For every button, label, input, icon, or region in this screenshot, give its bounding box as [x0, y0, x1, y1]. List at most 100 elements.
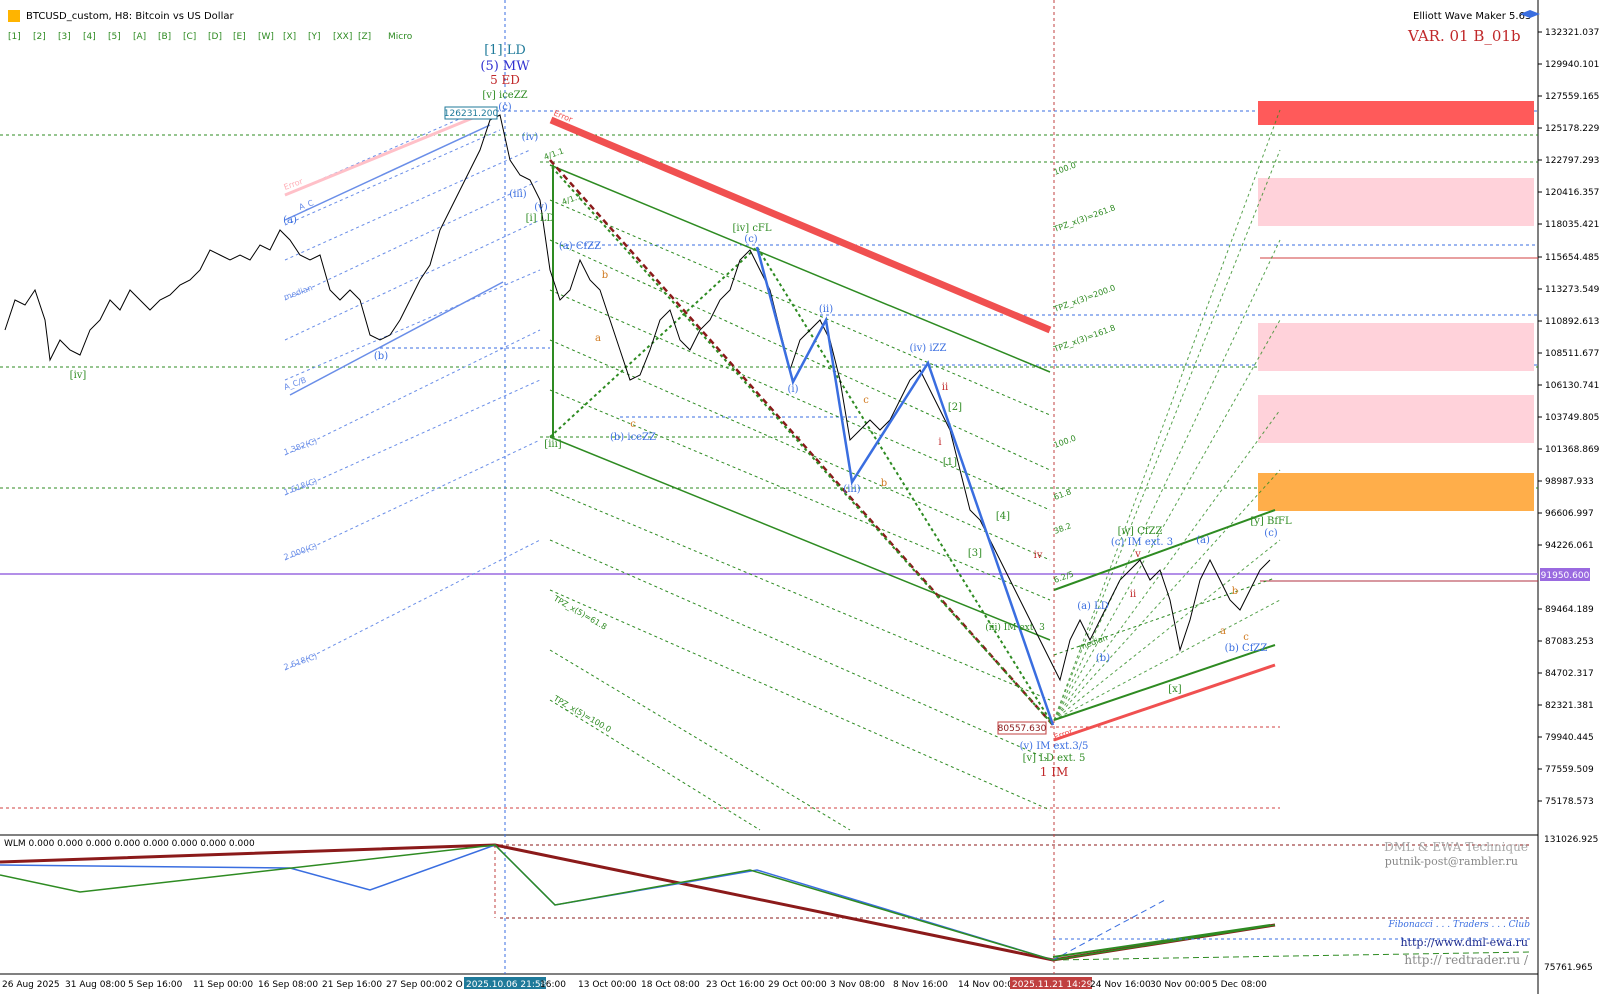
time-tick-label: 24 Nov 16:00: [1090, 980, 1151, 990]
price-tick-label: 125178.229: [1545, 124, 1600, 134]
degree-button[interactable]: [A]: [133, 32, 146, 42]
brand-club: Fibonacci . . . Traders . . . Club: [1388, 920, 1531, 930]
degree-button[interactable]: [X]: [283, 32, 296, 42]
time-tick-label: 18 Oct 08:00: [641, 980, 700, 990]
brand-title: DML & EWA Technique: [1384, 840, 1528, 854]
degree-button[interactable]: [Y]: [308, 32, 321, 42]
degree-button[interactable]: [Z]: [358, 32, 371, 42]
degree-button[interactable]: [2]: [33, 32, 46, 42]
time-tick-label: 16:00: [540, 980, 566, 990]
price-tick-label: 96606.997: [1545, 509, 1594, 519]
svg-text:1 IM: 1 IM: [1040, 765, 1068, 779]
svg-text:iv: iv: [1034, 550, 1043, 561]
degree-button[interactable]: [W]: [258, 32, 274, 42]
svg-text:(iii): (iii): [509, 189, 526, 200]
price-tick-label: 127559.165: [1545, 92, 1599, 102]
indicator-values: WLM 0.000 0.000 0.000 0.000 0.000 0.000 …: [4, 839, 255, 849]
degree-button[interactable]: [4]: [83, 32, 96, 42]
price-tick-label: 82321.381: [1545, 701, 1594, 711]
svg-text:a: a: [1220, 626, 1226, 637]
svg-text:(5) MW: (5) MW: [480, 59, 530, 74]
fib-fan-left: [284, 109, 541, 671]
current-price-tag: 91950.600: [1540, 568, 1590, 581]
degree-button[interactable]: [5]: [108, 32, 121, 42]
brand-url-2: http:// redtrader.ru /: [1404, 953, 1529, 967]
price-tick-label: 106130.741: [1545, 381, 1599, 391]
price-tick-label: 118035.421: [1545, 220, 1599, 230]
time-tick-label: 5 Sep 16:00: [128, 980, 183, 990]
degree-button[interactable]: [1]: [8, 32, 21, 42]
time-tick-label: 2025.11.21 14:29: [1012, 980, 1093, 990]
symbol-title: BTCUSD_custom, H8: Bitcoin vs US Dollar: [26, 11, 234, 22]
svg-text:(c): (c): [744, 234, 758, 245]
svg-text:[iv] cFL: [iv] cFL: [732, 223, 771, 234]
svg-text:a: a: [595, 333, 601, 344]
price-tick-label: 108511.677: [1545, 349, 1599, 359]
price-tick-label: 120416.357: [1545, 188, 1599, 198]
svg-text:126231.200: 126231.200: [444, 109, 499, 119]
time-tick-label: 31 Aug 08:00: [65, 980, 126, 990]
svg-text:[iv]: [iv]: [70, 370, 87, 381]
svg-text:[2]: [2]: [948, 402, 962, 413]
svg-text:(iv): (iv): [522, 132, 539, 143]
svg-text:(b) CfZZ: (b) CfZZ: [1225, 643, 1268, 654]
degree-button[interactable]: [XX]: [333, 32, 352, 42]
svg-text:75761.965: 75761.965: [1544, 963, 1593, 973]
svg-text:[4]: [4]: [996, 511, 1010, 522]
svg-text:(b) iceZZ: (b) iceZZ: [610, 432, 656, 443]
svg-text:[1] LD: [1] LD: [484, 43, 526, 58]
svg-text:c: c: [1243, 632, 1249, 643]
time-tick-label: 13 Oct 00:00: [578, 980, 637, 990]
svg-text:[w] CfZZ: [w] CfZZ: [1118, 526, 1163, 537]
time-tick-label: 11 Sep 00:00: [193, 980, 253, 990]
graduation-cap-icon: [1520, 10, 1540, 18]
time-marker-tag: [1010, 977, 1092, 989]
degree-button[interactable]: [C]: [183, 32, 196, 42]
svg-text:[3]: [3]: [968, 548, 982, 559]
svg-text:ii: ii: [942, 382, 948, 393]
time-tick-label: 14 Nov 00:00: [958, 980, 1019, 990]
svg-text:(iv) iZZ: (iv) iZZ: [910, 343, 947, 354]
svg-text:5 ED: 5 ED: [490, 73, 520, 87]
svg-text:(a): (a): [1196, 535, 1210, 546]
svg-text:(v) IM ext.3/5: (v) IM ext.3/5: [1020, 741, 1089, 752]
degree-button[interactable]: [3]: [58, 32, 71, 42]
svg-text:[y] BfFL: [y] BfFL: [1250, 516, 1292, 527]
price-tick-label: 122797.293: [1545, 156, 1599, 166]
price-tick-label: 75178.573: [1545, 797, 1594, 807]
down-channel: [549, 164, 1051, 831]
price-tick-label: 129940.101: [1545, 60, 1599, 70]
svg-text:[v] iceZZ: [v] iceZZ: [482, 90, 527, 101]
price-tick-label: 103749.805: [1545, 413, 1599, 423]
price-box-high: 126231.200: [444, 106, 499, 120]
price-series: [4, 114, 1271, 682]
brand-url-1: http://www.dml-ewa.ru: [1400, 936, 1528, 949]
fib-fan-right: [1053, 109, 1281, 721]
degree-button[interactable]: Micro: [388, 32, 413, 42]
price-tick-label: 132321.037: [1545, 28, 1599, 38]
time-tick-label: 5 Dec 08:00: [1212, 980, 1267, 990]
svg-text:(v): (v): [534, 202, 548, 213]
svg-text:(a) CfZZ: (a) CfZZ: [559, 241, 601, 252]
degree-button[interactable]: [E]: [233, 32, 246, 42]
price-axis: 132321.037 129940.101 127559.165 125178.229…: [1538, 28, 1600, 807]
svg-text:(b): (b): [374, 351, 388, 362]
price-tick-label: 79940.445: [1545, 733, 1594, 743]
up-channel: [1053, 509, 1276, 742]
target-zones: [1258, 101, 1534, 511]
time-marker-tag: [464, 977, 546, 989]
price-tick-label: 115654.485: [1545, 253, 1599, 263]
svg-text:[i] LD: [i] LD: [526, 213, 555, 224]
price-tick-label: 87083.253: [1545, 637, 1594, 647]
time-tick-label: 8 Nov 16:00: [893, 980, 948, 990]
time-axis: 26 Aug 2025 31 Aug 08:00 5 Sep 16:00 11 Sep…: [2, 977, 1267, 990]
time-tick-label: 23 Oct 16:00: [706, 980, 765, 990]
svg-text:(ii): (ii): [819, 304, 833, 315]
time-tick-label: 3 Nov 08:00: [830, 980, 885, 990]
degree-button[interactable]: [D]: [208, 32, 222, 42]
time-tick-label: 30 Nov 00:00: [1150, 980, 1211, 990]
degree-button[interactable]: [B]: [158, 32, 171, 42]
degree-toolbar: [1] [2] [3] [4] [5] [A] [B] [C] [D] [E] [W] [X] [Y] […: [8, 32, 413, 42]
svg-text:b: b: [881, 478, 887, 489]
